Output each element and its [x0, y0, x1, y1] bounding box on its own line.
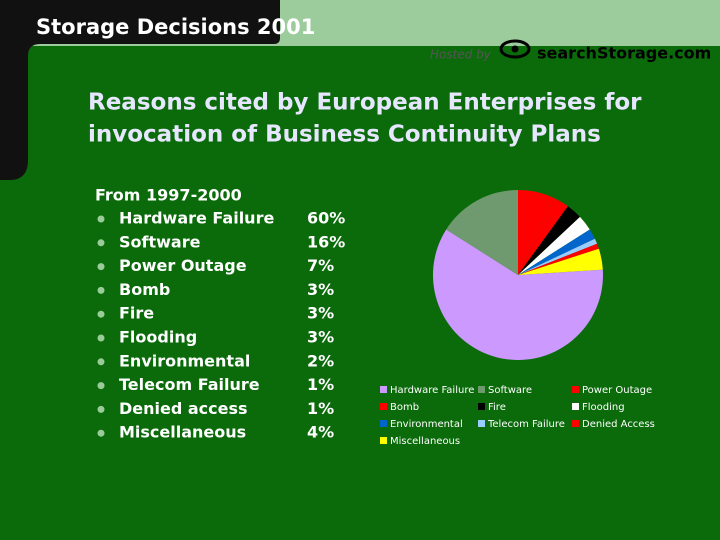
- bullet: [97, 310, 105, 318]
- eye-pupil: [511, 45, 519, 53]
- pie-slice: [518, 248, 603, 275]
- title: Reasons cited by European Enterprises fo…: [88, 90, 642, 116]
- subtitle: From 1997-2000: [95, 186, 242, 205]
- list-label: Power Outage: [119, 256, 247, 275]
- list-label: Environmental: [119, 351, 250, 370]
- list-value: 1%: [307, 399, 334, 418]
- list-label: Hardware Failure: [119, 209, 274, 228]
- legend-label: Environmental: [390, 419, 463, 430]
- bullet: [97, 286, 105, 294]
- list-value: 3%: [307, 304, 334, 323]
- legend-swatch: [380, 437, 387, 444]
- legend-swatch: [380, 420, 387, 427]
- title: invocation of Business Continuity Plans: [88, 122, 601, 148]
- pie-slice: [518, 238, 598, 275]
- legend-label: Bomb: [390, 402, 419, 413]
- legend-swatch: [380, 403, 387, 410]
- list-value: 7%: [307, 256, 334, 275]
- legend-swatch: [572, 403, 579, 410]
- pie-slice: [518, 190, 555, 275]
- legend-label: Telecom Failure: [487, 419, 565, 430]
- pie-slice: [518, 206, 580, 275]
- pie-slice: [518, 229, 595, 275]
- legend-swatch: [478, 403, 485, 410]
- legend-label: Denied Access: [582, 419, 655, 430]
- list-value: 3%: [307, 280, 334, 299]
- list-value: 3%: [307, 328, 334, 347]
- legend-swatch: [380, 386, 387, 393]
- list-value: 1%: [307, 375, 334, 394]
- legend-label: Hardware Failure: [390, 385, 474, 396]
- legend-swatch: [478, 386, 485, 393]
- list-value: 16%: [307, 232, 345, 251]
- legend-label: Power Outage: [582, 385, 652, 396]
- sponsor: searchStorage.com: [537, 44, 711, 63]
- legend-swatch: [572, 386, 579, 393]
- brand: Storage Decisions 2001: [36, 15, 315, 39]
- list-value: 60%: [307, 209, 345, 228]
- list-label: Fire: [119, 304, 154, 323]
- legend-label: Fire: [488, 402, 506, 413]
- legend-label: Flooding: [582, 402, 625, 413]
- list-value: 2%: [307, 351, 334, 370]
- pie-slice: [433, 229, 603, 361]
- pie-slice: [518, 243, 599, 275]
- bullet: [97, 334, 105, 342]
- bullet: [97, 429, 105, 437]
- bullet: [97, 405, 105, 413]
- legend-swatch: [572, 420, 579, 427]
- pie-slice: [518, 198, 568, 275]
- hosted-by: Hosted by: [430, 48, 492, 62]
- eye-logo: [499, 39, 531, 59]
- list-label: Miscellaneous: [119, 423, 246, 442]
- bullet: [97, 382, 105, 390]
- pie-slice: [518, 216, 590, 275]
- bullet: [97, 358, 105, 366]
- list-label: Software: [119, 232, 201, 251]
- list-label: Bomb: [119, 280, 170, 299]
- bullet: [97, 239, 105, 247]
- bullet: [97, 263, 105, 271]
- legend-label: Software: [488, 385, 532, 396]
- list-label: Flooding: [119, 328, 197, 347]
- legend-swatch: [478, 420, 485, 427]
- legend-label: Miscellaneous: [390, 436, 460, 447]
- list-value: 4%: [307, 423, 334, 442]
- bullet: [97, 215, 105, 223]
- list-label: Denied access: [119, 399, 248, 418]
- header-frame: [0, 0, 280, 180]
- list-label: Telecom Failure: [119, 375, 260, 394]
- pie-slice: [446, 190, 518, 275]
